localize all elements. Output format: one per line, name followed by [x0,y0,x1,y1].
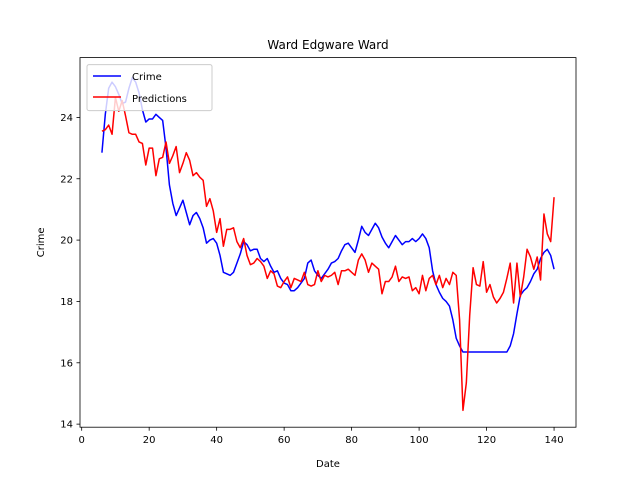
x-axis-label: Date [316,459,340,470]
x-tick-label: 60 [278,435,291,446]
plot-frame [79,57,577,428]
x-tick-label: 120 [477,435,496,446]
legend-crime-label: Crime [132,72,162,83]
x-tick-label: 80 [345,435,358,446]
y-tick-label: 22 [60,174,73,185]
series-layer [101,76,555,412]
y-tick-label: 20 [60,236,73,247]
x-axis-ticks: 0 20 40 60 80 100 120 140 [78,427,564,446]
y-tick-label: 14 [60,420,73,431]
series-line-predictions [101,96,555,412]
series-line-crime [101,76,555,353]
x-tick-label: 40 [210,435,223,446]
y-tick-label: 16 [60,358,73,369]
y-tick-label: 18 [60,297,73,308]
y-axis-ticks: 14 16 18 20 22 24 [60,113,80,431]
legend: Crime Predictions [86,64,213,112]
x-tick-label: 20 [143,435,156,446]
x-tick-label: 100 [410,435,429,446]
legend-predictions-label: Predictions [132,94,187,105]
y-axis-label: Crime [36,228,47,258]
chart-title: Ward Edgware Ward [267,38,388,52]
x-tick-label: 0 [78,435,84,446]
x-tick-label: 140 [545,435,564,446]
y-tick-label: 24 [60,113,73,124]
